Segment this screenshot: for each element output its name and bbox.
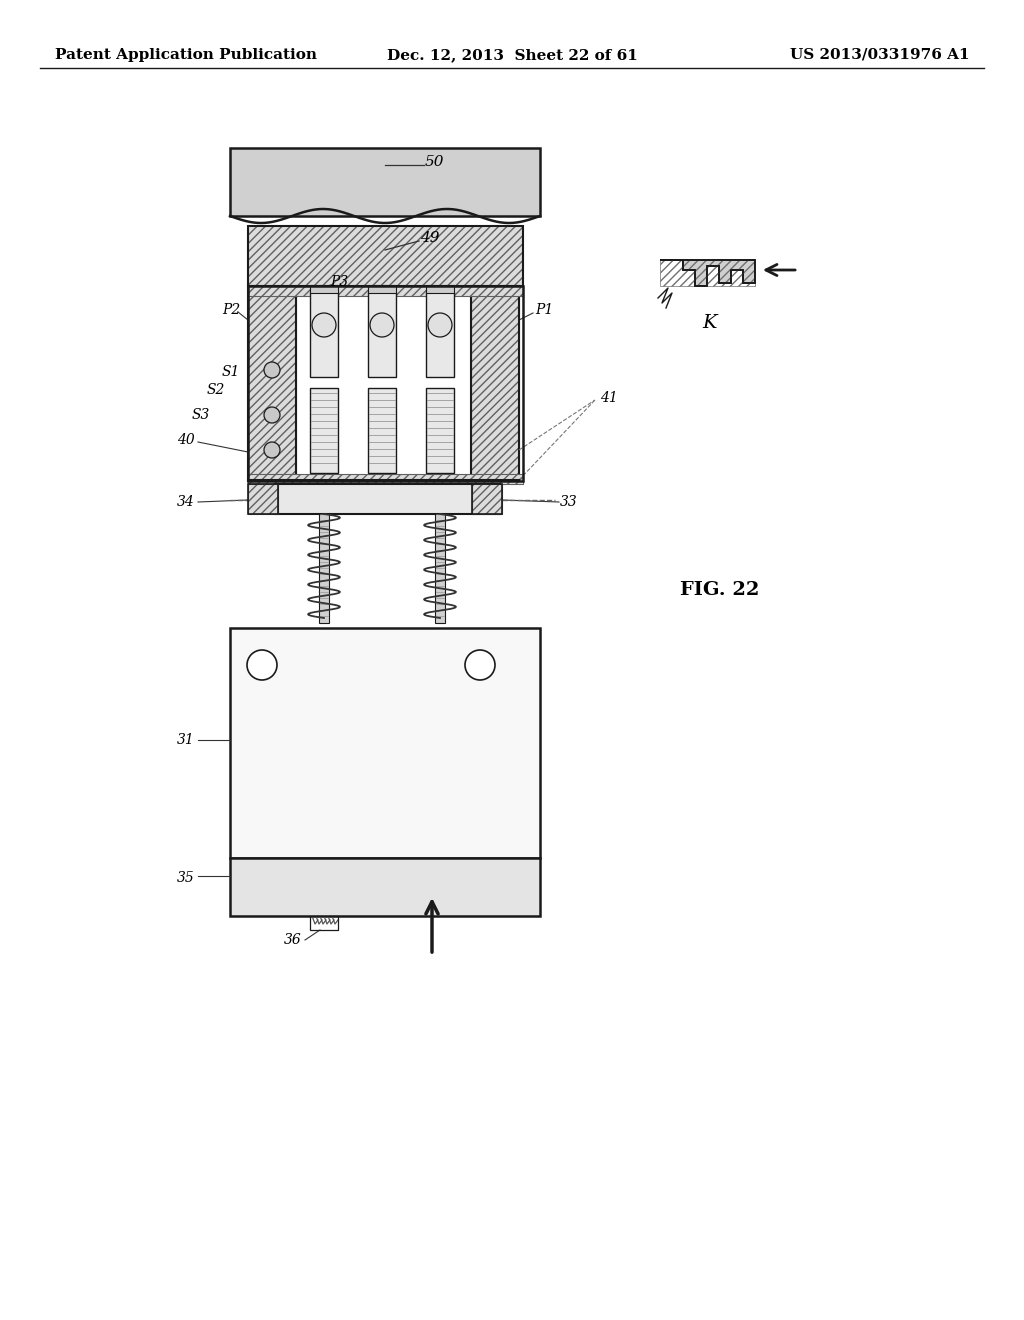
Bar [471,286,519,480]
Text: 35: 35 [177,871,195,884]
Bar [275,484,500,513]
Text: S3: S3 [191,408,210,422]
Bar [248,226,523,286]
Text: Dec. 12, 2013  Sheet 22 of 61: Dec. 12, 2013 Sheet 22 of 61 [387,48,637,62]
Bar [426,285,454,293]
Bar [660,260,755,286]
Text: 40: 40 [177,433,195,447]
Circle shape [465,649,495,680]
Bar [472,484,502,513]
Text: 31: 31 [177,733,195,747]
Text: P3: P3 [330,275,348,289]
Bar [310,388,338,473]
Text: P2: P2 [222,304,240,317]
Bar [248,484,278,513]
Text: US 2013/0331976 A1: US 2013/0331976 A1 [791,48,970,62]
Bar [310,292,338,378]
Bar [368,388,396,473]
Circle shape [428,313,452,337]
Polygon shape [660,260,755,286]
Text: S2: S2 [207,383,225,397]
Circle shape [264,362,280,378]
Bar [426,388,454,473]
Bar [230,858,540,916]
Bar [368,292,396,378]
Bar [310,916,338,931]
Bar [248,286,296,480]
Text: 34: 34 [177,495,195,510]
Text: FIG. 22: FIG. 22 [680,581,760,599]
Bar [426,292,454,378]
Bar [248,226,523,286]
Bar [472,484,502,513]
Text: 50: 50 [425,154,444,169]
Text: S1: S1 [221,366,240,379]
Circle shape [264,407,280,422]
Bar [368,285,396,293]
Text: P1: P1 [535,304,553,317]
Bar [248,286,523,480]
Bar [248,484,278,513]
Text: 49: 49 [420,231,439,246]
Text: 33: 33 [560,495,578,510]
Bar [248,286,523,296]
Circle shape [312,313,336,337]
Bar [471,286,519,480]
Text: Patent Application Publication: Patent Application Publication [55,48,317,62]
Bar [230,628,540,858]
Text: K: K [702,314,718,333]
Circle shape [370,313,394,337]
Text: 41: 41 [600,391,617,405]
Circle shape [247,649,278,680]
Bar [248,286,296,480]
Bar [248,474,523,484]
Bar [310,285,338,293]
Bar [319,510,329,623]
Bar [230,148,540,216]
Text: 36: 36 [285,933,302,946]
Bar [435,510,445,623]
Circle shape [264,442,280,458]
